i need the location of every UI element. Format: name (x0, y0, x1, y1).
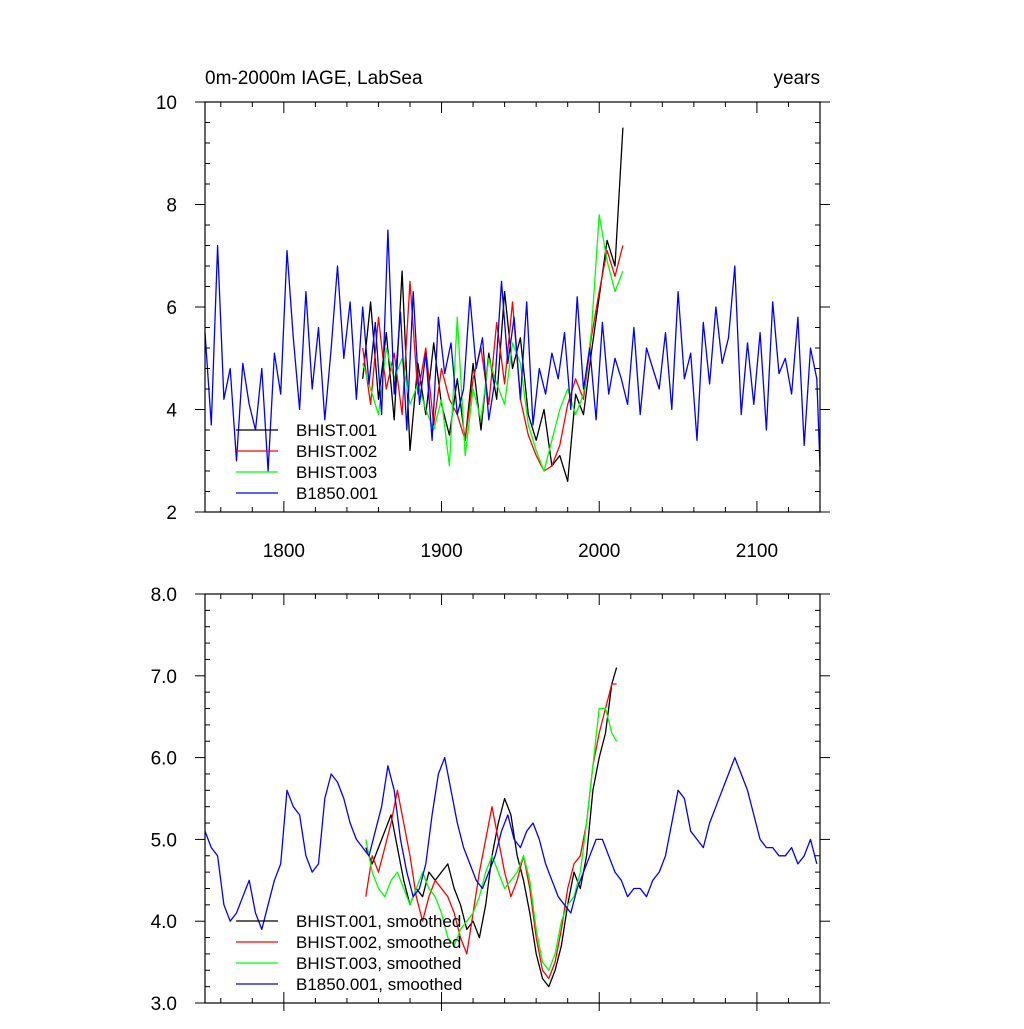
chart-2-legend-label-1: BHIST.001, smoothed (296, 912, 461, 931)
chart-1-x-tick-label: 2100 (736, 541, 778, 562)
chart-1-series-line-1 (362, 127, 624, 482)
top-chart-units: years (774, 68, 820, 89)
chart-2-legend-label-4: B1850.001, smoothed (296, 975, 462, 994)
chart-2-legend-label-2: BHIST.002, smoothed (296, 933, 461, 952)
chart-2-y-tick-label: 7.0 (151, 667, 177, 688)
chart-2-y-tick-label: 4.0 (151, 912, 177, 933)
chart-1-series-line-2 (362, 245, 624, 472)
chart-1-legend-label-1: BHIST.001 (296, 421, 377, 440)
chart-1-y-tick-label: 10 (156, 93, 177, 114)
chart-2-series-line-3 (365, 707, 618, 971)
chart-1-y-tick-label: 8 (166, 196, 177, 217)
chart-2-plot-frame (204, 593, 821, 1004)
chart-1-x-tick-label: 1900 (420, 541, 462, 562)
chart-2-legend-label-3: BHIST.003, smoothed (296, 954, 461, 973)
chart-1-series-line-3 (362, 214, 624, 472)
chart-2-series-line-2 (365, 683, 617, 980)
chart-1-series-line-4 (204, 229, 821, 472)
chart-1-x-tick-label: 2000 (578, 541, 620, 562)
chart-1-legend-label-3: BHIST.003 (296, 463, 377, 482)
chart-2-y-tick-label: 6.0 (151, 749, 177, 770)
chart-1-y-tick-label: 4 (166, 401, 177, 422)
chart-1-y-tick-label: 2 (166, 503, 177, 524)
chart-2-y-tick-label: 5.0 (151, 830, 177, 851)
chart-2-y-tick-label: 8.0 (151, 585, 177, 606)
top-chart-title: 0m-2000m IAGE, LabSea (205, 68, 423, 89)
chart-2-series-line-4 (204, 756, 818, 931)
chart-1-x-tick-label: 1800 (263, 541, 305, 562)
chart-1-legend-label-4: B1850.001 (296, 484, 378, 503)
chart-2-y-tick-label: 3.0 (151, 994, 177, 1015)
chart-1-y-tick-label: 6 (166, 298, 177, 319)
chart-1-legend-label-2: BHIST.002 (296, 442, 377, 461)
